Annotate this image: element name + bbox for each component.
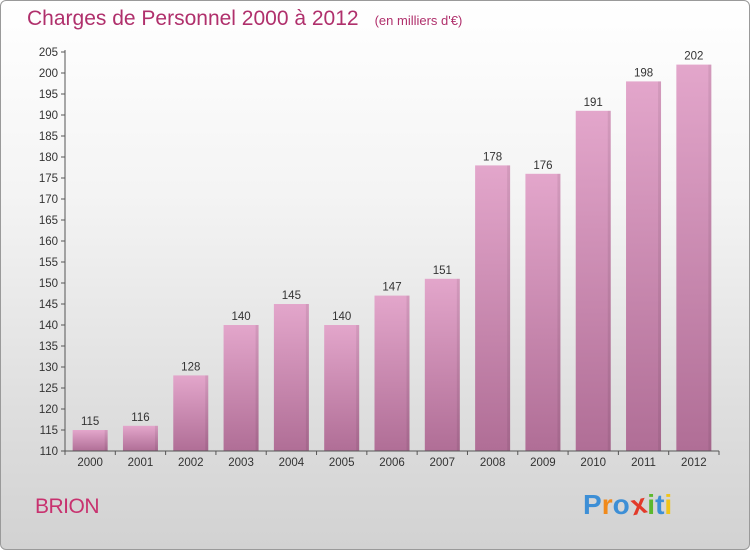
x-tick-label: 2011 [631,457,656,469]
bar-shade [557,173,561,452]
bar-2005 [324,325,360,451]
y-tick-label: 205 [39,47,58,59]
x-tick-label: 2008 [480,457,506,469]
bar-value-label: 116 [131,412,149,424]
x-tick-label: 2000 [77,457,103,469]
y-tick-label: 155 [39,257,58,269]
proxiti-logo: Proxiti [583,487,673,522]
bars: 115 116 128 140 145 140 147 151 178 176 191 198 202 [72,51,712,452]
y-tick-label: 135 [39,341,58,353]
bar-2004 [273,304,309,451]
x-tick-label: 2003 [228,457,254,469]
x-tick-label: 2004 [279,457,305,469]
bar-shade [255,325,259,451]
bar-shade [456,278,460,451]
y-tick-label: 170 [39,194,58,206]
logo-letter: P [583,489,602,520]
chart-title: Charges de Personnel 2000 à 2012 [27,7,359,30]
bar-value-label: 198 [634,67,653,79]
bar-2007 [424,278,460,451]
y-tick-label: 145 [39,299,58,311]
bar-shade [607,110,611,452]
bar-2008 [475,165,511,451]
logo-letter: r [601,489,613,520]
y-tick-label: 165 [39,215,58,227]
bar-shade [507,165,511,451]
commune-name: BRION [35,495,100,518]
y-tick-label: 185 [39,131,58,143]
y-tick-label: 120 [39,404,58,416]
bar-value-label: 191 [584,97,603,109]
bar-shade [658,81,662,452]
bar-value-label: 202 [684,51,703,63]
title-block: Charges de Personnel 2000 à 2012 (en mill… [27,7,462,31]
y-tick-label: 150 [39,278,58,290]
y-tick-label: 180 [39,152,58,164]
bar-shade [104,430,108,451]
logo-letter: t [655,489,665,520]
x-tick-label: 2002 [178,457,204,469]
chart-subtitle: (en milliers d'€) [374,13,463,28]
y-tick-label: 175 [39,173,58,185]
bar-shade [356,325,360,451]
y-tick-label: 125 [39,383,58,395]
logo-letter: i [664,489,673,520]
y-tick-label: 130 [39,362,58,374]
bar-2011 [626,81,662,452]
x-tick-label: 2001 [128,457,154,469]
bar-value-label: 147 [382,282,401,294]
bar-2012 [676,64,712,451]
bar-value-label: 145 [282,290,301,302]
bar-2010 [575,110,611,452]
bar-2003 [223,325,259,451]
bar-value-label: 128 [181,361,200,373]
y-tick-label: 115 [40,425,58,437]
x-tick-label: 2007 [430,457,456,469]
bar-value-label: 140 [231,311,250,323]
bar-2002 [173,375,209,451]
x-tick-label: 2012 [681,457,707,469]
bar-2000 [72,430,108,451]
x-tick-label: 2005 [329,457,355,469]
bar-value-label: 178 [483,151,502,163]
logo-letter: o [612,489,630,520]
bar-shade [305,304,309,451]
y-tick-label: 195 [39,89,58,101]
bar-2001 [122,425,158,451]
x-tick-label: 2006 [379,457,405,469]
y-tick-label: 200 [39,68,58,80]
bar-value-label: 151 [433,265,452,277]
y-tick-label: 160 [39,236,58,248]
y-tick-label: 140 [39,320,58,332]
y-axis: 110 115 120 125 130 135 140 145 150 155 160 165 170 1… [39,47,66,458]
bar-shade [205,375,209,451]
logo-letter: x [627,487,650,522]
x-tick-label: 2009 [530,457,556,469]
bar-value-label: 140 [332,311,351,323]
bar-2006 [374,295,410,451]
bar-value-label: 115 [81,416,99,428]
logo-letter: i [647,489,656,520]
bar-value-label: 176 [533,160,552,172]
bar-shade [406,295,410,451]
bar-shade [154,425,158,451]
bar-shade [708,64,712,451]
bar-2009 [525,173,561,452]
y-tick-label: 110 [40,446,58,458]
x-axis: 2000 2001 2002 2003 2004 2005 2006 2007 2008 2009… [64,450,720,469]
x-tick-label: 2010 [580,457,606,469]
y-tick-label: 190 [39,110,58,122]
